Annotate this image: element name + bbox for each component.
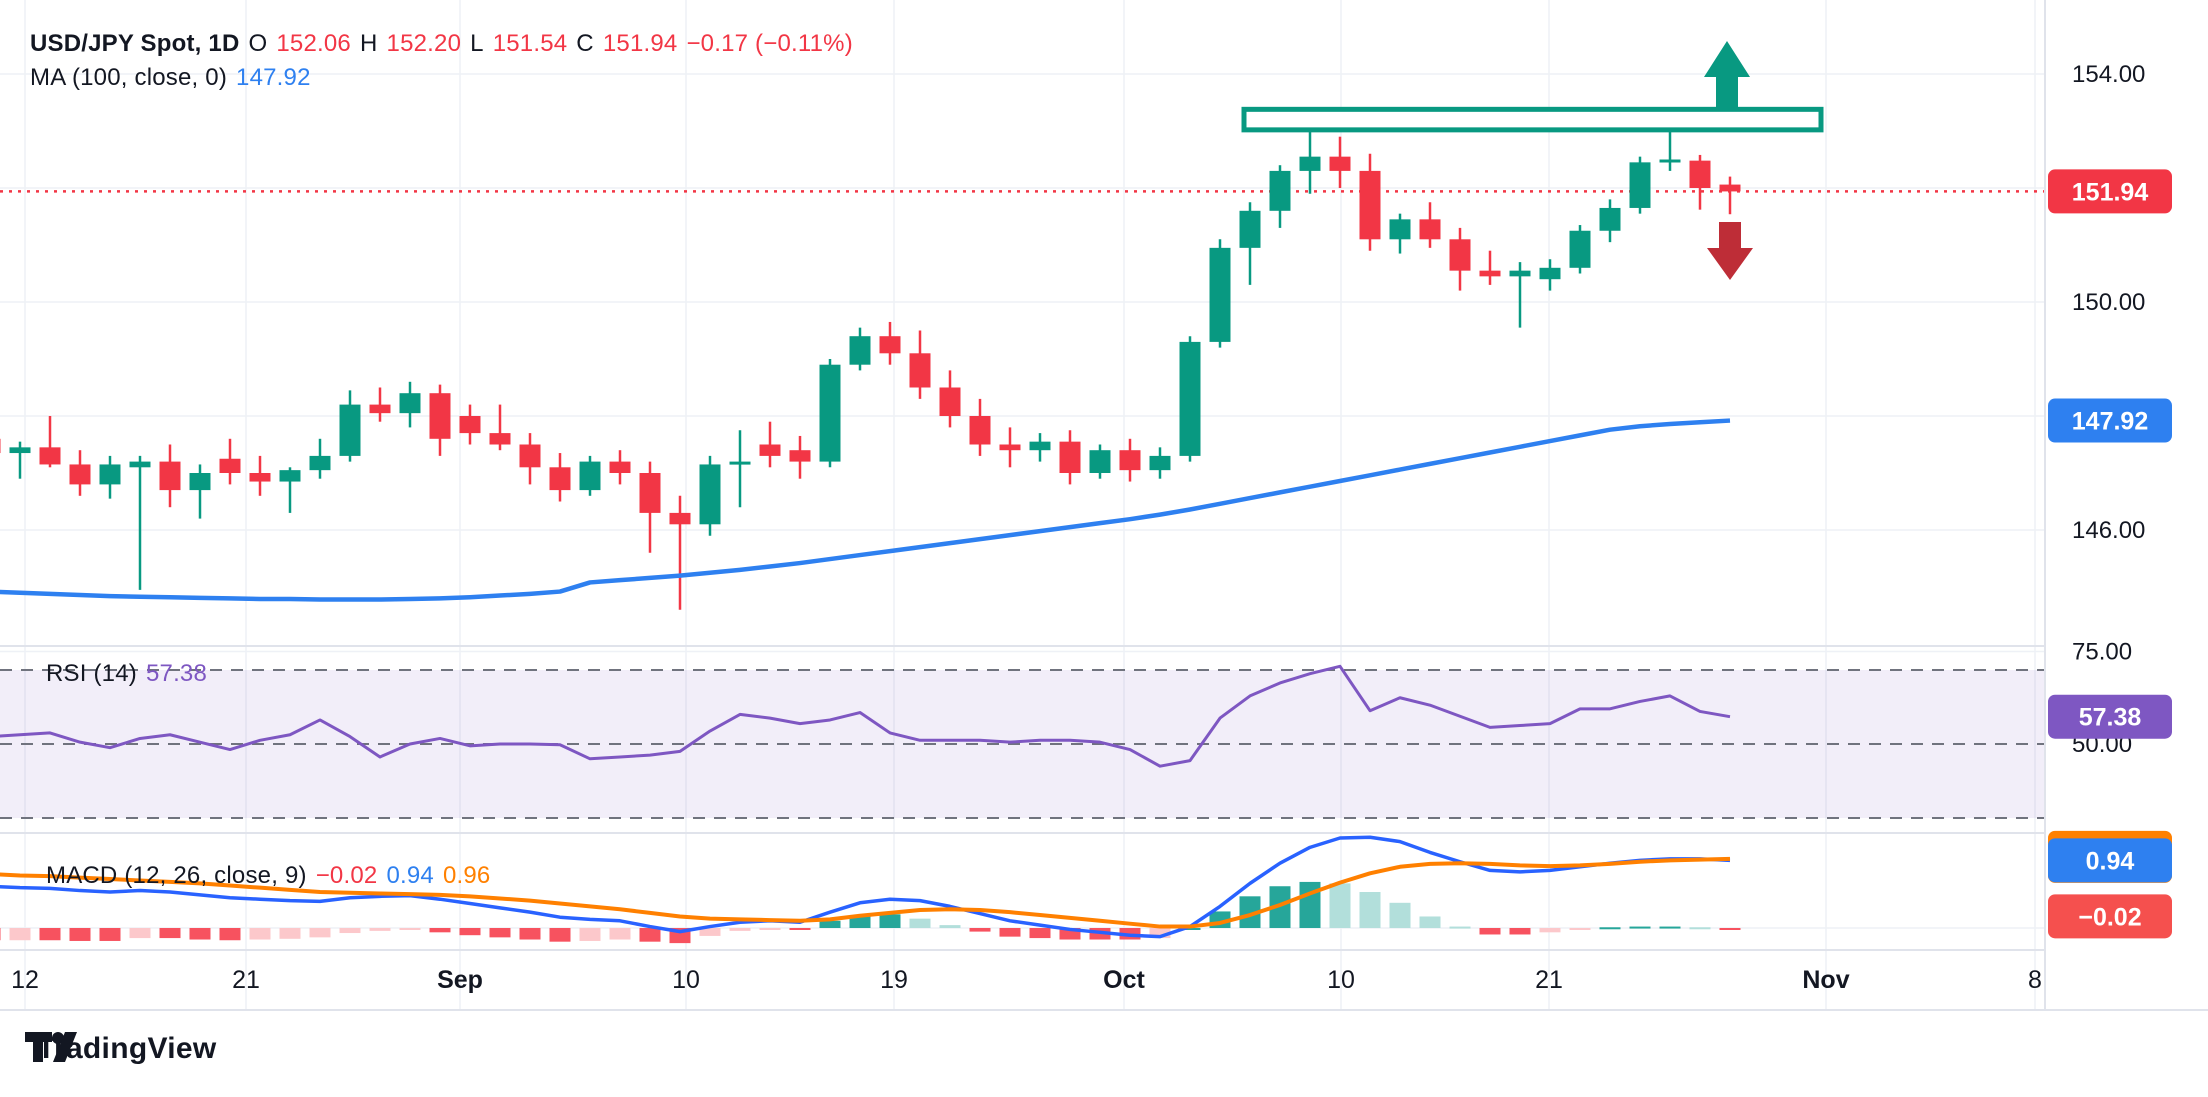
ma100-line[interactable] — [0, 418, 1731, 602]
candles — [0, 116, 1741, 610]
macd-hist-value: −0.02 — [315, 862, 378, 889]
macd-line[interactable] — [0, 835, 1731, 939]
svg-text:151.94: 151.94 — [2072, 178, 2149, 206]
macd-value-badge: 0.94 — [2048, 838, 2172, 883]
macd-legend[interactable]: MACD (12, 26, close, 9) −0.02 0.94 0.96 — [46, 862, 499, 890]
annotations[interactable] — [1241, 41, 1824, 280]
macd-signal-value: 0.96 — [442, 862, 491, 889]
svg-text:146.00: 146.00 — [2072, 517, 2145, 544]
close-value: 151.94 — [602, 30, 678, 57]
svg-text:57.38: 57.38 — [2079, 704, 2142, 732]
svg-text:21: 21 — [1535, 966, 1563, 994]
tradingview-logo-icon — [25, 1032, 77, 1062]
high-label: H — [359, 30, 378, 57]
svg-text:8: 8 — [2028, 966, 2042, 994]
symbol-legend[interactable]: USD/JPY Spot, 1D O 152.06 H 152.20 L 151.54 C 15… — [30, 30, 862, 58]
svg-text:147.92: 147.92 — [2072, 408, 2148, 436]
svg-text:10: 10 — [1327, 966, 1355, 994]
rsi-line[interactable] — [0, 664, 1731, 768]
pane-separators — [0, 0, 2208, 1011]
svg-text:Nov: Nov — [1802, 966, 1849, 994]
svg-text:21: 21 — [232, 966, 260, 994]
macd-line-value: 0.94 — [386, 862, 434, 889]
up-arrow[interactable] — [1704, 41, 1750, 108]
gridlines — [0, 0, 2045, 1010]
svg-text:19: 19 — [880, 966, 908, 994]
last-price-badge: 151.94 — [2048, 169, 2172, 214]
resistance-box[interactable] — [1241, 106, 1824, 133]
close-label: C — [576, 30, 594, 57]
macd-hist-badge: −0.02 — [2048, 894, 2172, 939]
rsi-value: 57.38 — [145, 660, 208, 687]
ma-value-badge: 147.92 — [2048, 398, 2172, 443]
svg-text:Sep: Sep — [437, 966, 483, 994]
down-arrow[interactable] — [1707, 222, 1753, 280]
change-value: −0.17 (−0.11%) — [686, 30, 853, 57]
ma-label: MA (100, close, 0) — [30, 64, 228, 91]
ma-legend[interactable]: MA (100, close, 0) 147.92 — [30, 64, 320, 92]
svg-text:−0.02: −0.02 — [2078, 903, 2141, 931]
macd-signal-line[interactable] — [0, 856, 1731, 929]
svg-text:154.00: 154.00 — [2072, 61, 2145, 88]
time-axis[interactable]: 12 21 Sep 10 19 Oct 10 21 Nov 8 — [11, 966, 2042, 994]
svg-text:150.00: 150.00 — [2072, 289, 2145, 316]
low-label: L — [470, 30, 484, 57]
rsi-band — [0, 669, 2045, 819]
open-label: O — [248, 30, 268, 57]
svg-text:10: 10 — [672, 966, 700, 994]
high-value: 152.20 — [386, 30, 462, 57]
rsi-label: RSI (14) — [46, 660, 137, 687]
svg-text:12: 12 — [11, 966, 39, 994]
macd-label: MACD (12, 26, close, 9) — [46, 862, 307, 889]
rsi-value-badge: 57.38 — [2048, 694, 2172, 739]
low-value: 151.54 — [492, 30, 568, 57]
svg-text:Oct: Oct — [1103, 966, 1145, 994]
rsi-legend[interactable]: RSI (14) 57.38 — [46, 660, 216, 688]
symbol-title: USD/JPY Spot, 1D — [30, 30, 240, 57]
svg-text:0.94: 0.94 — [2086, 847, 2135, 875]
macd-histogram — [0, 881, 1741, 944]
svg-text:75.00: 75.00 — [2072, 639, 2132, 666]
ma-value: 147.92 — [236, 64, 311, 91]
open-value: 152.06 — [276, 30, 351, 57]
tradingview-logo[interactable]: TradingView — [25, 1032, 216, 1066]
